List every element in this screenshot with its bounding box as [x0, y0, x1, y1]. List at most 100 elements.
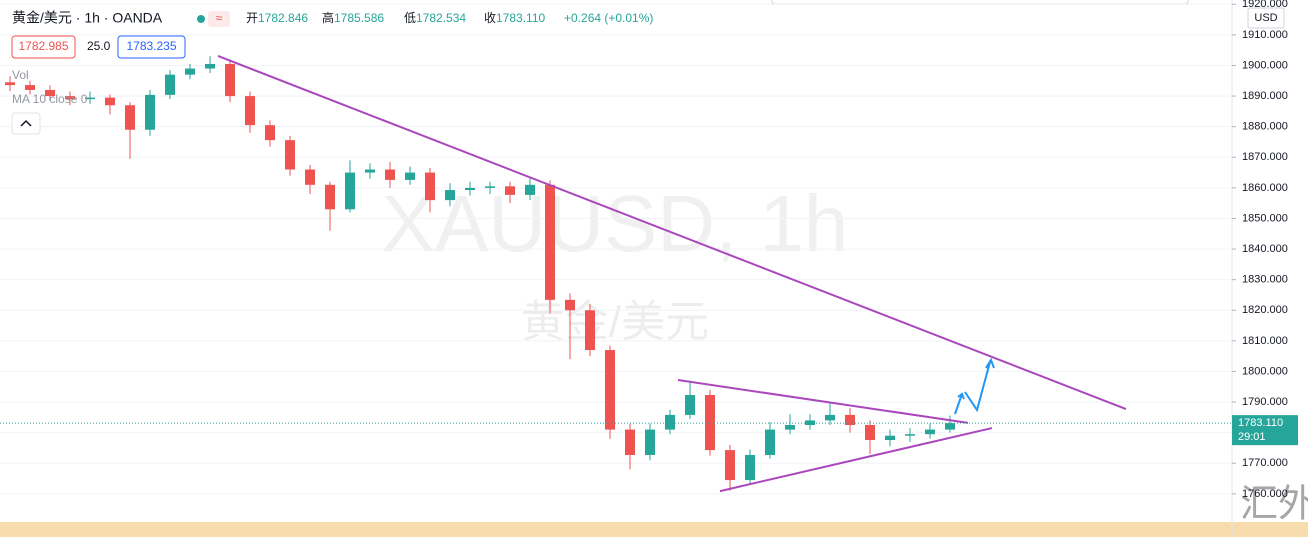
candle-body	[425, 172, 435, 201]
candle-body	[705, 395, 715, 451]
close-value: 1783.110	[496, 11, 545, 25]
trendline	[677, 379, 969, 424]
candle-body	[445, 190, 455, 201]
y-tick-label: 1850.000	[1242, 212, 1288, 224]
candle-body	[285, 140, 295, 170]
candle-body	[765, 429, 775, 455]
symbol: 黄金/美元 · 1h · OANDA	[12, 10, 163, 26]
low-value: 1782.534	[416, 11, 466, 25]
sell-button[interactable]	[11, 35, 76, 59]
currency[interactable]: USD	[1254, 12, 1277, 24]
watermark-name: 黄金/美元	[521, 298, 709, 347]
candle-body	[785, 425, 795, 430]
y-tick-label: 1770.000	[1242, 457, 1288, 469]
candle-body	[125, 105, 135, 130]
candle-body	[945, 423, 955, 430]
status-icon: ≈	[216, 11, 223, 25]
candle-body	[885, 435, 895, 440]
candle-body	[545, 184, 555, 300]
candle-body	[585, 310, 595, 351]
y-tick-label: 1870.000	[1242, 151, 1288, 163]
y-tick-label: 1800.000	[1242, 365, 1288, 377]
vol-label: Vol	[12, 68, 29, 82]
candle-body	[685, 395, 695, 415]
candle-body	[5, 82, 15, 86]
trendline	[217, 55, 1127, 411]
candle-body	[845, 414, 855, 426]
y-tick-label: 1840.000	[1242, 243, 1288, 255]
candle-body	[205, 63, 215, 69]
y-tick-label: 1830.000	[1242, 274, 1288, 286]
candle-body	[225, 63, 235, 97]
status-dot	[197, 15, 205, 23]
candle-body	[365, 169, 375, 173]
candle-body	[165, 74, 175, 95]
close-label: 收	[484, 11, 496, 25]
candle-body	[105, 97, 115, 106]
candle-body	[45, 89, 55, 97]
last-price-label: 1783.110	[1238, 417, 1283, 429]
y-tick-label: 1880.000	[1242, 121, 1288, 133]
candle-body	[505, 186, 515, 195]
candle-body	[305, 169, 315, 185]
candle-body	[465, 187, 475, 191]
y-tick-label: 1860.000	[1242, 182, 1288, 194]
y-tick-label: 1820.000	[1242, 304, 1288, 316]
high-label: 高	[322, 10, 334, 25]
y-tick-label: 1760.000	[1242, 488, 1288, 500]
candle-body	[865, 425, 875, 440]
y-tick-label: 1910.000	[1242, 29, 1288, 41]
top-panel	[771, 0, 1189, 5]
candle-body	[65, 96, 75, 100]
bottom-bar	[0, 522, 1308, 537]
collapse-icon[interactable]	[20, 119, 32, 127]
open-label: 开	[246, 11, 258, 25]
y-tick-label: 1920.000	[1242, 0, 1288, 10]
last-price-box	[1232, 415, 1298, 446]
candle-body	[25, 85, 35, 90]
candle-body	[245, 96, 255, 126]
low-label: 低	[404, 11, 416, 25]
candle-body	[385, 169, 395, 180]
collapse-button[interactable]	[11, 112, 41, 135]
site-mark: 汇外网	[1240, 484, 1308, 526]
sell-price[interactable]: 1782.985	[18, 39, 68, 53]
change-value: +0.264 (+0.01%)	[564, 11, 653, 25]
high-value: 1785.586	[334, 11, 384, 25]
y-tick-label: 1890.000	[1242, 90, 1288, 102]
buy-button[interactable]	[117, 35, 186, 59]
candle-body	[925, 429, 935, 435]
ma-label: MA 10 close 0	[12, 92, 88, 106]
plot	[0, 3, 1232, 495]
buy-price[interactable]: 1783.235	[126, 39, 176, 53]
candle-body	[405, 172, 415, 180]
trendline	[719, 427, 993, 493]
countdown: 29:01	[1238, 431, 1266, 443]
candle-body	[485, 186, 495, 188]
candle-body	[645, 429, 655, 455]
candle-body	[725, 450, 735, 481]
candle-body	[85, 97, 95, 100]
watermark-symbol: XAUUSD, 1h	[382, 179, 849, 268]
candle-body	[145, 94, 155, 130]
candle-body	[345, 172, 355, 210]
candle-body	[265, 125, 275, 141]
y-tick-label: 1810.000	[1242, 335, 1288, 347]
candle-body	[605, 350, 615, 430]
candle-body	[625, 429, 635, 455]
spread: 25.0	[87, 39, 111, 53]
candle-body	[665, 414, 675, 430]
arrow	[954, 357, 995, 415]
candle-body	[565, 299, 575, 311]
open-value: 1782.846	[258, 11, 308, 25]
candle-body	[745, 454, 755, 481]
candle-body	[525, 184, 535, 195]
candle-body	[825, 414, 835, 421]
y-tick-label: 1790.000	[1242, 396, 1288, 408]
currency-box[interactable]	[1247, 7, 1285, 29]
candle-body	[185, 68, 195, 75]
y-tick-label: 1900.000	[1242, 59, 1288, 71]
candle-body	[905, 434, 915, 436]
